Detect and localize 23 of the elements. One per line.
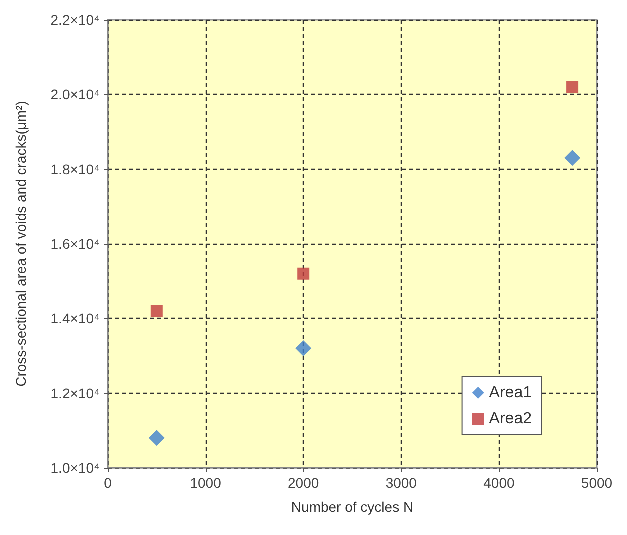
legend-label: Area1 — [489, 384, 532, 402]
x-tick-label: 0 — [104, 475, 112, 491]
y-tick-label: 1.8×10⁴ — [50, 161, 100, 178]
point — [564, 150, 581, 166]
x-tick-label: 4000 — [484, 475, 515, 491]
point — [566, 81, 579, 94]
y-tick-label: 1.0×10⁴ — [50, 460, 100, 476]
x-tick-label: 2000 — [288, 475, 320, 491]
x-axis-title: Number of cycles N — [291, 499, 414, 515]
y-tick-label: 1.2×10⁴ — [50, 385, 100, 402]
point — [298, 268, 310, 280]
y-tick-label: 1.4×10⁴ — [50, 310, 100, 327]
y-axis-title: Cross-sectional area of voids and cracks(μm²) — [13, 101, 29, 387]
x-tick-label: 1000 — [190, 475, 222, 491]
x-tick-label: 5000 — [581, 475, 613, 491]
point — [148, 430, 165, 446]
legend-label: Area2 — [489, 410, 532, 428]
point — [296, 340, 312, 357]
point — [150, 305, 163, 318]
y-tick-label: 1.6×10⁴ — [50, 236, 100, 252]
x-tick-label: 3000 — [386, 475, 418, 491]
y-tick-label: 2.2×10⁴ — [50, 12, 100, 28]
y-tick-label: 2.0×10⁴ — [50, 86, 100, 103]
